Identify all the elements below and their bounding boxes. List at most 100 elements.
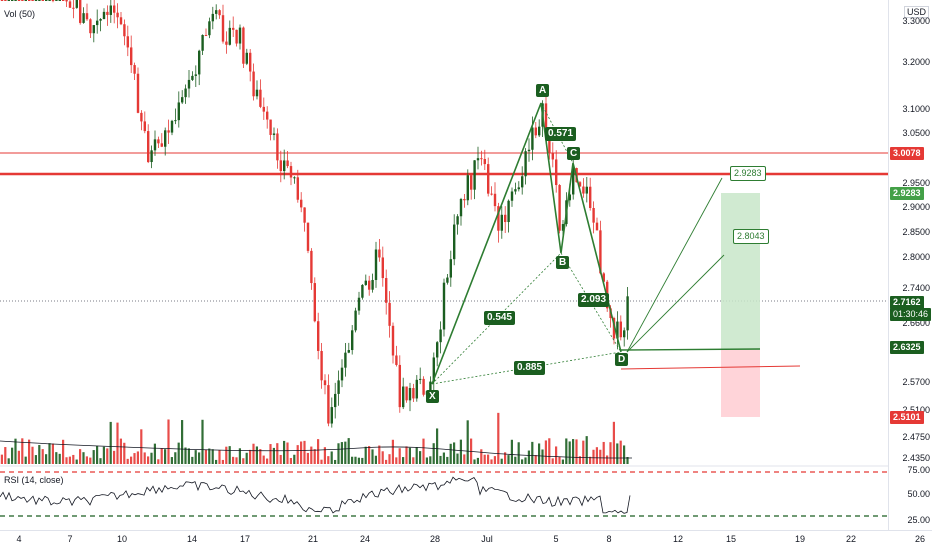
candle-body [504,214,507,223]
volume-bar [439,455,442,464]
ratio-label-bc-cd: 2.093 [578,293,610,307]
volume-bar [150,452,153,464]
volume-bar [493,456,496,464]
time-axis[interactable]: 4 7 10 14 17 21 24 28 Jul 5 8 12 15 19 2… [0,530,932,551]
candle-body [626,296,629,331]
candle-body [354,310,357,331]
price-tick: 2.5100 [902,405,930,415]
take-profit-zone[interactable] [721,193,760,350]
price-chart[interactable] [0,0,888,530]
candle-body [398,364,401,408]
price-tag-target[interactable]: 2.9283 [890,187,924,200]
volume-bar [279,454,282,464]
volume-bar [153,443,156,464]
volume-bar [102,446,105,464]
volume-bar [388,454,391,464]
candle-body [493,193,497,207]
candle-body [466,175,469,201]
candle-body [89,19,92,34]
volume-bar [235,457,238,464]
rsi-indicator-label[interactable]: RSI (14, close) [4,475,64,485]
candle-body [143,121,146,132]
stop-loss-zone[interactable] [721,350,760,417]
candle-body [364,280,367,285]
volume-bar [419,451,422,464]
candle-body [568,194,571,201]
volume-bar [351,456,354,464]
volume-bar [619,440,622,464]
candle-body [456,216,459,225]
volume-bar [612,421,615,464]
candle-body [531,127,534,150]
time-tick: 4 [16,534,22,544]
time-tick: 14 [186,534,198,544]
candle-body [395,355,398,365]
volume-bar [164,449,167,464]
volume-bar [361,457,364,464]
volume-bar [456,453,459,464]
price-tag-entry[interactable]: 2.6325 [890,341,924,354]
chart-area[interactable]: Vol (50) RSI (14, close) A B C D X 0.571… [0,0,888,530]
volume-bar [96,445,99,464]
volume-bar [51,443,54,464]
pattern-point-a: A [536,84,550,97]
volume-bar [402,457,405,464]
candle-body [347,350,350,353]
volume-indicator-label[interactable]: Vol (50) [4,9,36,19]
candle-body [623,330,626,338]
volume-bar [541,449,544,464]
volume-bar [4,447,7,464]
price-tag-resistance[interactable]: 3.0078 [890,147,924,160]
volume-bar [422,438,425,464]
currency-label[interactable]: USD [903,6,929,18]
countdown-tag: 01:30:46 [890,308,932,321]
candle-body [480,158,483,160]
candle-body [323,380,327,386]
candle-body [334,393,337,408]
projection-line-1[interactable] [626,177,723,353]
stop-line[interactable] [620,365,801,370]
candle-body [228,27,231,45]
candle-body [41,0,44,1]
candle-body [147,131,150,163]
volume-bar [354,456,357,464]
candle-body [255,89,259,97]
price-tag-current[interactable]: 2.7162 [890,296,924,309]
candle-body [544,103,548,134]
pattern-xabcd[interactable] [431,102,622,385]
candle-body [245,52,248,64]
price-axis[interactable]: USD 3.3000 3.2000 3.1000 3.0500 2.9500 2… [888,0,932,530]
harmonic-pattern[interactable] [431,102,761,385]
candle-body [164,130,167,147]
volume-bar [374,455,377,464]
candle-body [62,0,65,1]
volume-bar [487,454,490,464]
candle-body [361,284,364,298]
volume-bar [255,446,258,464]
volume-bar [133,453,136,464]
volume-bar [177,442,180,464]
ratio-label-xa-ad: 0.885 [514,361,546,375]
time-tick: 10 [116,534,128,544]
volume-bar [623,445,626,464]
candle-body [351,330,354,351]
volume-bars [0,412,629,464]
volume-bar [385,459,388,464]
candle-body [58,0,61,1]
candle-body [310,250,313,284]
volume-bar [313,449,316,464]
target-2-label[interactable]: 2.8043 [733,229,769,244]
pattern-diag-xb [431,252,562,385]
projection-line-2[interactable] [626,254,725,353]
candle-body [51,0,55,1]
volume-bar [276,443,279,464]
target-1-label[interactable]: 2.9283 [730,166,766,181]
time-tick: 21 [307,534,319,544]
candle-body [45,0,48,1]
entry-line[interactable] [620,348,761,351]
price-tag-stop[interactable]: 2.5101 [890,411,924,424]
time-tick: 26 [914,534,926,544]
volume-bar [0,454,4,464]
candle-body [582,186,585,194]
volume-bar [602,441,605,464]
